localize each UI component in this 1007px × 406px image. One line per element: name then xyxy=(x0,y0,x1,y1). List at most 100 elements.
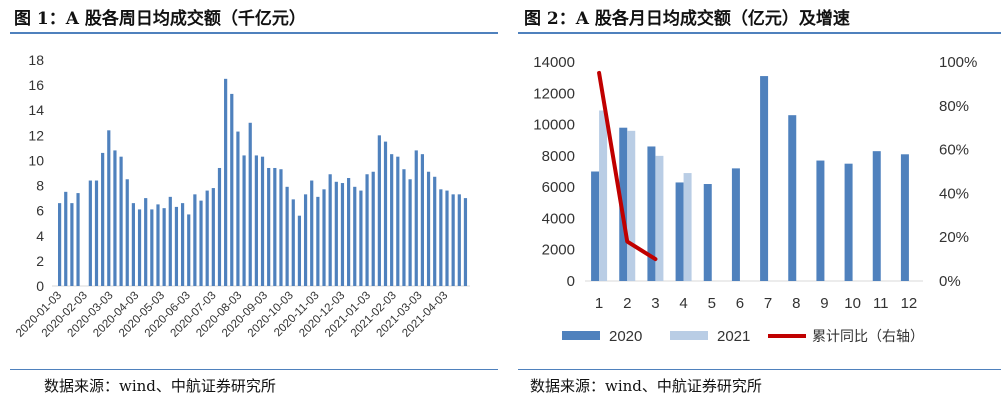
bar xyxy=(199,200,203,286)
bar xyxy=(144,198,148,286)
y-tick-label: 0 xyxy=(567,273,575,290)
bar-2020 xyxy=(788,115,797,281)
bar-2021 xyxy=(599,110,608,281)
x-tick-label: 5 xyxy=(708,295,716,312)
bar-2020 xyxy=(703,184,712,281)
bar xyxy=(340,183,345,286)
y-tick-label: 10 xyxy=(28,152,44,168)
bar xyxy=(297,215,302,286)
bar xyxy=(230,93,234,287)
x-tick-label: 8 xyxy=(792,295,800,312)
bar xyxy=(291,199,295,286)
panel1-top-rule xyxy=(10,32,498,34)
bar xyxy=(402,169,406,286)
bar-2021 xyxy=(655,155,664,281)
bar-2020 xyxy=(675,182,684,281)
bar xyxy=(211,188,215,286)
bar xyxy=(383,141,388,286)
y2-tick-label: 80% xyxy=(939,98,969,115)
bar xyxy=(390,154,394,286)
y-tick-label: 14 xyxy=(28,102,44,118)
bar-2020 xyxy=(591,171,600,281)
bar xyxy=(58,203,62,286)
y2-tick-label: 0% xyxy=(939,273,961,290)
x-tick-label: 6 xyxy=(736,295,744,312)
bar-2020 xyxy=(844,163,853,281)
bar xyxy=(359,190,363,286)
line-yoy xyxy=(597,70,658,262)
y-tick-label: 12 xyxy=(28,127,44,143)
x-tick-label: 2 xyxy=(623,295,631,312)
bar xyxy=(420,154,425,286)
bar xyxy=(353,186,357,286)
y-tick-label: 6000 xyxy=(542,179,575,196)
legend-label-2021: 2021 xyxy=(717,328,750,345)
bar xyxy=(150,209,154,286)
chart2: 0 2000 4000 6000 8000 10000 12000 14000 0% 20% 40%… xyxy=(533,54,977,345)
bar xyxy=(310,180,314,286)
x-tick-label: 9 xyxy=(820,295,828,312)
panel2-bottom-rule xyxy=(518,369,1001,370)
bar xyxy=(445,190,449,286)
y-tick-label: 10000 xyxy=(533,117,575,134)
legend-swatch-2020 xyxy=(562,331,600,340)
y-tick-label: 4000 xyxy=(542,210,575,227)
bar xyxy=(260,156,265,286)
legend-label-yoy: 累计同比（右轴） xyxy=(812,328,924,344)
bar xyxy=(347,178,351,286)
bar xyxy=(70,203,74,286)
bar xyxy=(162,208,166,286)
y-tick-label: 4 xyxy=(36,228,44,244)
y-tick-label: 18 xyxy=(28,52,44,68)
bar xyxy=(119,156,123,286)
bar xyxy=(180,203,185,286)
bar xyxy=(254,155,258,286)
x-tick-label: 10 xyxy=(844,295,861,312)
bar xyxy=(322,189,326,286)
bar xyxy=(451,194,455,286)
bar-2020 xyxy=(900,154,909,281)
bar xyxy=(463,198,468,286)
panel2-source: 数据来源：wind、中航证券研究所 xyxy=(530,377,762,395)
bar xyxy=(457,194,461,286)
bar xyxy=(107,130,111,286)
y-tick-label: 12000 xyxy=(533,85,575,102)
x-tick-label: 1 xyxy=(595,295,603,312)
bar xyxy=(187,214,191,286)
y2-tick-label: 100% xyxy=(939,54,977,71)
y2-tick-label: 60% xyxy=(939,142,969,159)
y-tick-label: 2 xyxy=(36,253,44,269)
bar xyxy=(396,156,400,286)
panel1-bottom-rule xyxy=(10,369,498,370)
bar xyxy=(205,190,209,286)
bar-2020 xyxy=(619,127,628,281)
y-tick-label: 0 xyxy=(36,278,44,294)
bar xyxy=(224,78,228,286)
bar xyxy=(439,189,443,286)
bar xyxy=(334,181,338,286)
bar xyxy=(285,186,289,286)
bar xyxy=(131,203,135,286)
panel1-source: 数据来源：wind、中航证券研究所 xyxy=(44,377,276,395)
y-tick-label: 6 xyxy=(36,203,44,219)
bar xyxy=(426,171,431,286)
bar-2020 xyxy=(760,76,769,281)
bar-2020 xyxy=(731,168,740,281)
bar xyxy=(248,122,252,287)
bar xyxy=(174,206,179,286)
bar xyxy=(113,150,117,286)
bar xyxy=(236,131,240,286)
bar xyxy=(414,150,418,286)
x-tick-label: 3 xyxy=(651,295,659,312)
x-tick-label: 7 xyxy=(764,295,772,312)
bar xyxy=(433,176,437,286)
legend-label-2020: 2020 xyxy=(609,328,642,345)
bar xyxy=(88,180,92,286)
bar xyxy=(64,191,68,286)
bar xyxy=(76,193,80,286)
bar-2021 xyxy=(627,130,636,281)
chart1: 0246810121416182020-01-032020-02-032020-… xyxy=(14,52,470,340)
y2-tick-label: 20% xyxy=(939,229,969,246)
bar xyxy=(125,179,129,286)
bar xyxy=(267,167,271,286)
